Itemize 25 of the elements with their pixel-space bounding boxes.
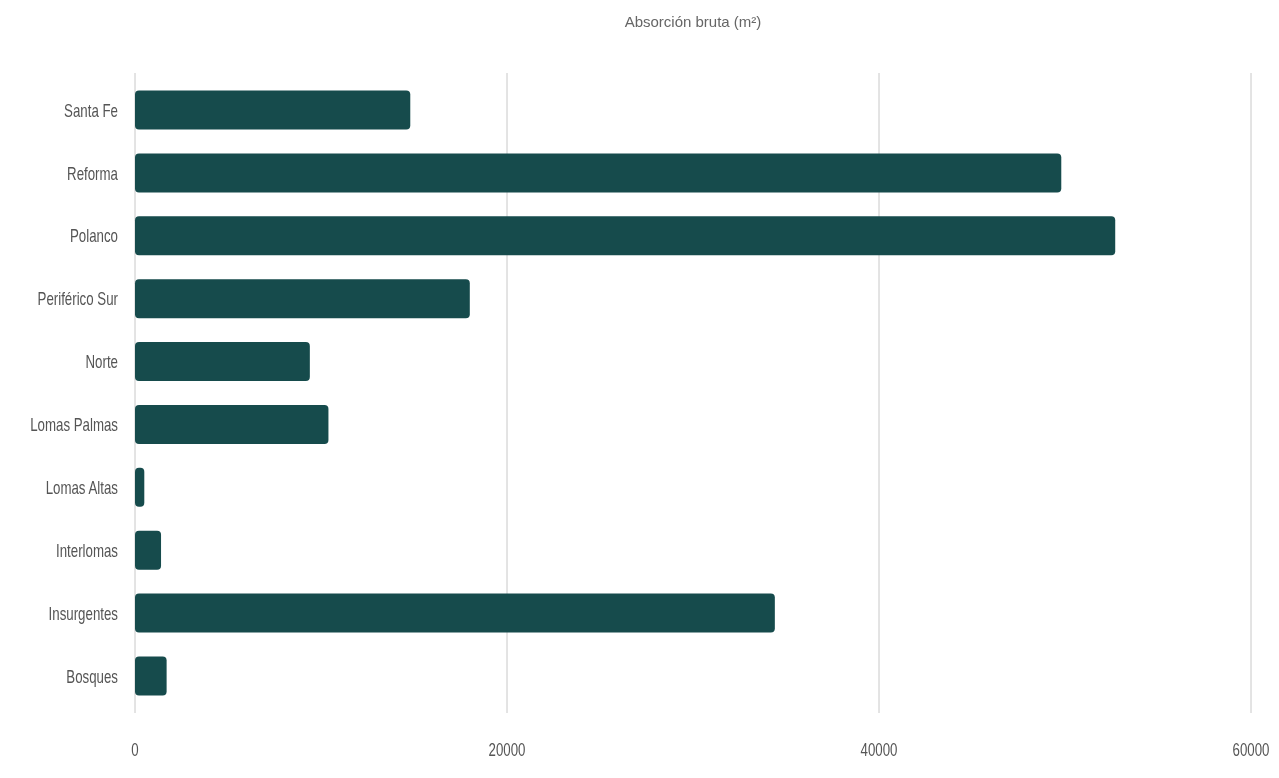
y-tick-label: Bosques xyxy=(66,665,118,687)
bar xyxy=(135,530,162,570)
bar xyxy=(135,153,1062,193)
y-tick-label: Lomas Altas xyxy=(45,476,118,498)
bar xyxy=(135,656,167,696)
chart-title: Absorción bruta (m²) xyxy=(624,13,762,30)
y-tick-label: Norte xyxy=(85,350,118,372)
bar xyxy=(135,90,411,130)
bar xyxy=(135,467,145,507)
bar xyxy=(135,593,775,633)
x-tick-label: 40000 xyxy=(860,738,898,760)
y-tick-label: Periférico Sur xyxy=(37,287,119,309)
y-tick-label: Polanco xyxy=(70,225,118,246)
x-tick-label: 60000 xyxy=(1232,738,1270,760)
x-tick-label: 20000 xyxy=(488,738,526,760)
y-tick-label: Interlomas xyxy=(56,539,118,561)
bar xyxy=(135,216,1116,256)
y-tick-label: Insurgentes xyxy=(48,602,118,624)
x-tick-label: 0 xyxy=(131,738,139,760)
y-tick-label: Santa Fe xyxy=(64,99,118,121)
y-tick-label: Lomas Palmas xyxy=(30,413,118,435)
bar xyxy=(135,342,310,382)
bar xyxy=(135,279,470,319)
bar xyxy=(135,404,329,444)
y-tick-label: Reforma xyxy=(67,162,119,184)
